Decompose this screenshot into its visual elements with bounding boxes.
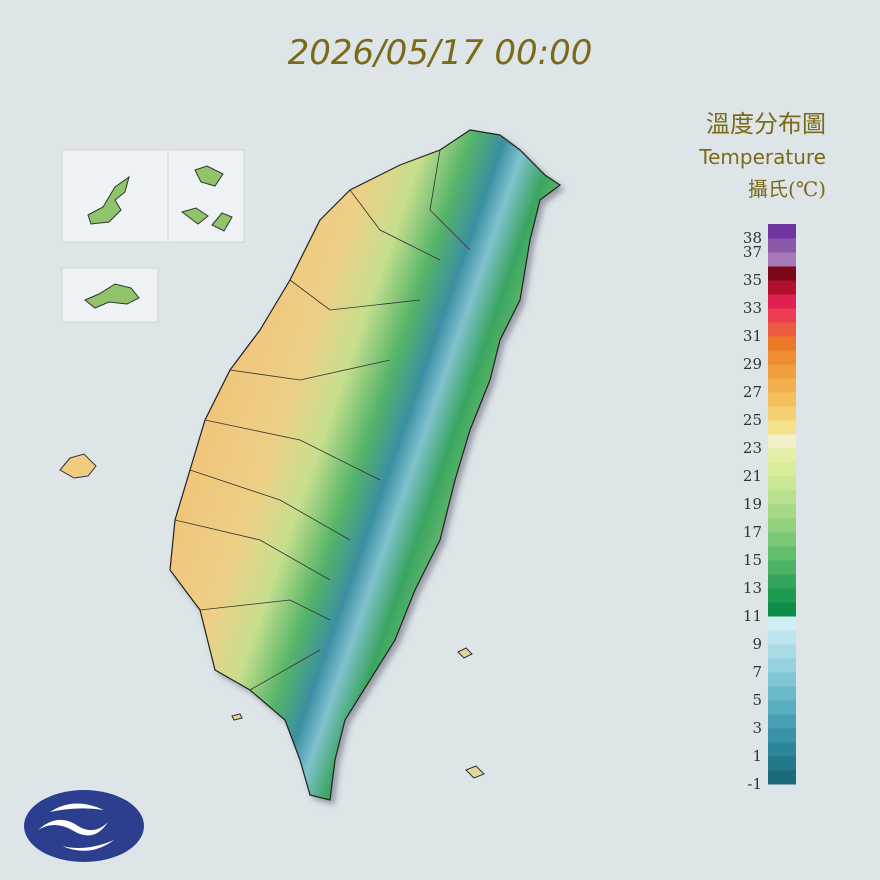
legend-label: 29 (743, 355, 762, 373)
legend-label: 7 (752, 663, 762, 681)
logo (24, 790, 144, 862)
legend-swatch (768, 588, 796, 603)
legend-swatch (768, 280, 796, 295)
legend-label: 9 (752, 635, 762, 653)
legend-swatch (768, 546, 796, 561)
inset-box (61, 149, 245, 243)
legend-swatch (768, 672, 796, 687)
legend: 溫度分布圖 Temperature 攝氏(℃) 3837353331292725… (698, 110, 826, 793)
legend-swatch (768, 518, 796, 533)
legend-unit: 攝氏(℃) (748, 177, 826, 201)
county-borders (174, 149, 471, 691)
legend-swatch (768, 700, 796, 715)
legend-swatch (768, 448, 796, 463)
legend-swatch (768, 308, 796, 323)
legend-swatch (768, 462, 796, 477)
legend-swatch (768, 574, 796, 589)
legend-label: 21 (743, 467, 762, 485)
legend-label: 31 (743, 327, 762, 345)
timestamp: 2026/05/17 00:00 (288, 33, 593, 73)
legend-swatch (768, 406, 796, 421)
legend-swatch (768, 644, 796, 659)
inset-islands (59, 149, 485, 779)
legend-label: 23 (743, 439, 762, 457)
island (194, 165, 224, 187)
legend-swatch (768, 434, 796, 449)
legend-label: 35 (743, 271, 762, 289)
legend-label: 38 (743, 229, 762, 247)
legend-swatch (768, 322, 796, 337)
legend-swatch (768, 770, 796, 785)
legend-swatch (768, 224, 796, 239)
island (84, 283, 140, 309)
legend-swatch (768, 378, 796, 393)
legend-swatch (768, 420, 796, 435)
island (59, 453, 97, 479)
legend-swatch (768, 294, 796, 309)
legend-swatch (768, 714, 796, 729)
legend-swatch (768, 266, 796, 281)
legend-swatch (768, 336, 796, 351)
legend-swatch (768, 756, 796, 771)
taiwan-island (169, 129, 562, 801)
legend-swatch (768, 392, 796, 407)
legend-swatch (768, 742, 796, 757)
island (180, 207, 233, 232)
legend-label: 5 (752, 691, 762, 709)
legend-swatch (768, 490, 796, 505)
legend-swatch (768, 504, 796, 519)
legend-swatch (768, 560, 796, 575)
legend-label: 15 (743, 551, 762, 569)
legend-label: 27 (743, 383, 762, 401)
legend-swatch (768, 532, 796, 547)
island (231, 647, 485, 779)
legend-label: 1 (752, 747, 762, 765)
legend-swatch (768, 476, 796, 491)
legend-label: 25 (743, 411, 762, 429)
legend-swatch (768, 728, 796, 743)
legend-swatch (768, 364, 796, 379)
legend-label: 19 (743, 495, 762, 513)
legend-swatch (768, 252, 796, 267)
legend-label: 3 (752, 719, 762, 737)
legend-swatch (768, 630, 796, 645)
legend-swatch (768, 602, 796, 617)
legend-swatch (768, 658, 796, 673)
legend-swatch (768, 616, 796, 631)
legend-label: -1 (747, 775, 762, 793)
legend-subtitle: Temperature (698, 145, 826, 169)
legend-label: 37 (743, 243, 762, 261)
legend-label: 33 (743, 299, 762, 317)
logo-swirl (38, 803, 114, 851)
legend-swatch (768, 238, 796, 253)
logo-badge (24, 790, 144, 862)
legend-label: 11 (743, 607, 762, 625)
legend-label: 17 (743, 523, 762, 541)
legend-swatch (768, 350, 796, 365)
legend-swatch (768, 686, 796, 701)
legend-title: 溫度分布圖 (706, 110, 826, 138)
legend-label: 13 (743, 579, 762, 597)
island (87, 175, 130, 225)
